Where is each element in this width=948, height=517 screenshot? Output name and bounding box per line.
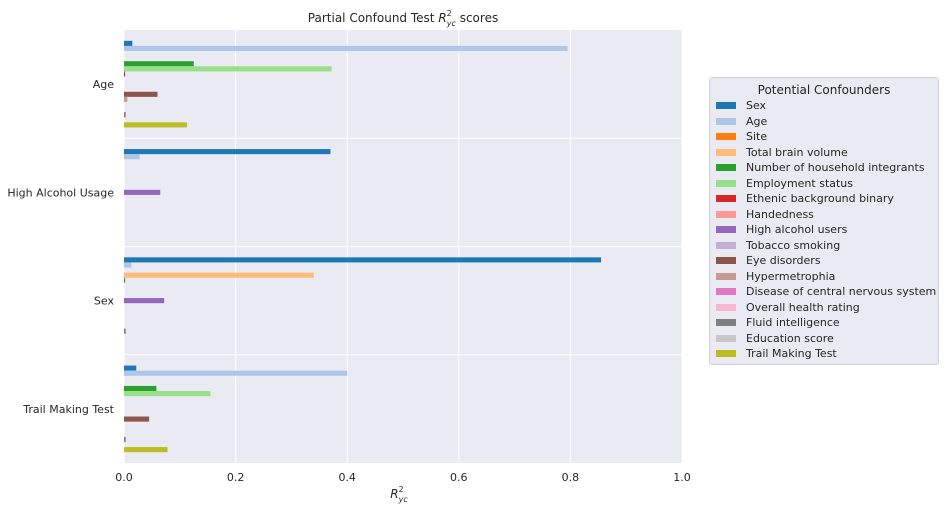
legend-swatch [716, 319, 736, 327]
chart-title: Partial Confound Test R2 yc scores [308, 9, 498, 28]
legend-label: Education score [746, 331, 834, 345]
x-tick-label: 0.0 [115, 471, 133, 484]
legend-label: Handedness [746, 207, 814, 221]
bar-3-14 [124, 436, 126, 442]
x-axis-label: R2 yc [390, 485, 408, 504]
legend-item: Overall health rating [716, 300, 860, 316]
bar-0-6 [124, 71, 126, 77]
legend-swatch [716, 102, 736, 110]
bar-0-11 [124, 96, 128, 102]
bar-2-3 [124, 272, 314, 278]
legend-item: Sex [716, 98, 766, 114]
x-tick-labels: 0.0 0.2 0.4 0.6 0.8 1.0 [115, 471, 691, 484]
legend-swatch [716, 288, 736, 296]
legend-label: Hypermetrophia [746, 269, 836, 283]
legend-swatch [716, 164, 736, 172]
legend-swatch [716, 303, 736, 311]
bar-3-1 [124, 370, 348, 376]
bar-2-0 [124, 257, 602, 263]
legend-swatch [716, 257, 736, 265]
x-tick-label: 0.6 [450, 471, 468, 484]
legend-label: Employment status [746, 176, 854, 190]
legend-item: Number of household integrants [716, 160, 925, 176]
gridlines [123, 30, 683, 463]
bar-0-10 [124, 91, 158, 97]
legend-swatch [716, 210, 736, 218]
legend-label: Tobacco smoking [746, 238, 841, 252]
legend-item: Employment status [716, 176, 853, 192]
legend-item: Handedness [716, 207, 814, 223]
bars-group [124, 40, 602, 453]
bar-1-1 [124, 154, 140, 160]
legend-label: Ethenic background binary [746, 192, 894, 206]
bar-2-14 [124, 328, 126, 334]
legend-label: Overall health rating [746, 300, 860, 314]
legend-label: Eye disorders [746, 254, 821, 268]
y-tick-labels: Age High Alcohol Usage Sex Trail Making Tes… [7, 78, 114, 416]
legend-label: Trail Making Test [746, 347, 837, 361]
y-tick-label: Sex [94, 295, 115, 308]
legend-swatch [716, 133, 736, 141]
legend-item: Education score [716, 331, 834, 347]
legend-swatch [716, 350, 736, 358]
y-tick-label: Trail Making Test [22, 403, 114, 416]
bar-1-0 [124, 149, 331, 155]
legend-item: High alcohol users [716, 222, 847, 238]
legend-item: Eye disorders [716, 253, 821, 269]
bar-3-10 [124, 416, 150, 422]
bar-3-4 [124, 385, 157, 392]
bar-0-5 [124, 66, 332, 72]
legend-title: Potential Confounders [757, 83, 891, 97]
bar-0-0 [124, 40, 133, 46]
legend-item: Disease of central nervous system [716, 284, 936, 300]
legend-swatch [716, 117, 736, 125]
y-tick-label: Age [93, 78, 115, 91]
legend-item: Total brain volume [716, 145, 848, 161]
bar-1-8 [124, 189, 161, 195]
legend-item: Hypermetrophia [716, 269, 835, 285]
legend-swatch [716, 241, 736, 249]
bar-3-0 [124, 365, 137, 371]
legend-label: Fluid intelligence [746, 316, 840, 330]
bar-0-14 [124, 112, 126, 118]
bar-0-1 [124, 45, 568, 52]
legend-label: High alcohol users [746, 223, 848, 237]
x-tick-label: 0.2 [227, 471, 245, 484]
bar-3-16 [124, 447, 168, 453]
legend-item: Trail Making Test [716, 346, 837, 362]
legend-label: Total brain volume [746, 145, 848, 159]
bar-2-8 [124, 298, 165, 304]
legend-label: Disease of central nervous system [746, 285, 937, 299]
legend-label: Number of household integrants [746, 161, 925, 175]
legend-item: Tobacco smoking [716, 238, 840, 254]
bar-0-4 [124, 61, 194, 67]
legend-label: Sex [746, 99, 767, 113]
legend-swatch [716, 272, 736, 280]
legend-item: Age [716, 114, 767, 130]
x-tick-label: 0.8 [562, 471, 580, 484]
bar-2-4 [124, 277, 126, 283]
x-tick-label: 1.0 [673, 471, 691, 484]
legend-swatch [716, 334, 736, 342]
x-tick-label: 0.4 [338, 471, 356, 484]
legend-swatch [716, 226, 736, 234]
bar-0-16 [124, 122, 188, 128]
legend-swatch [716, 179, 736, 187]
legend-item: Site [716, 129, 767, 145]
y-tick-label: High Alcohol Usage [7, 186, 114, 199]
legend: Potential Confounders Sex Age Site Total br… [709, 77, 939, 365]
bar-3-5 [124, 391, 211, 397]
bar-2-1 [124, 262, 132, 268]
legend-swatch [716, 148, 736, 156]
legend-label: Age [746, 114, 768, 128]
legend-swatch [716, 195, 736, 203]
legend-item: Ethenic background binary [716, 191, 894, 207]
legend-label: Site [746, 130, 768, 144]
legend-item: Fluid intelligence [716, 315, 840, 331]
